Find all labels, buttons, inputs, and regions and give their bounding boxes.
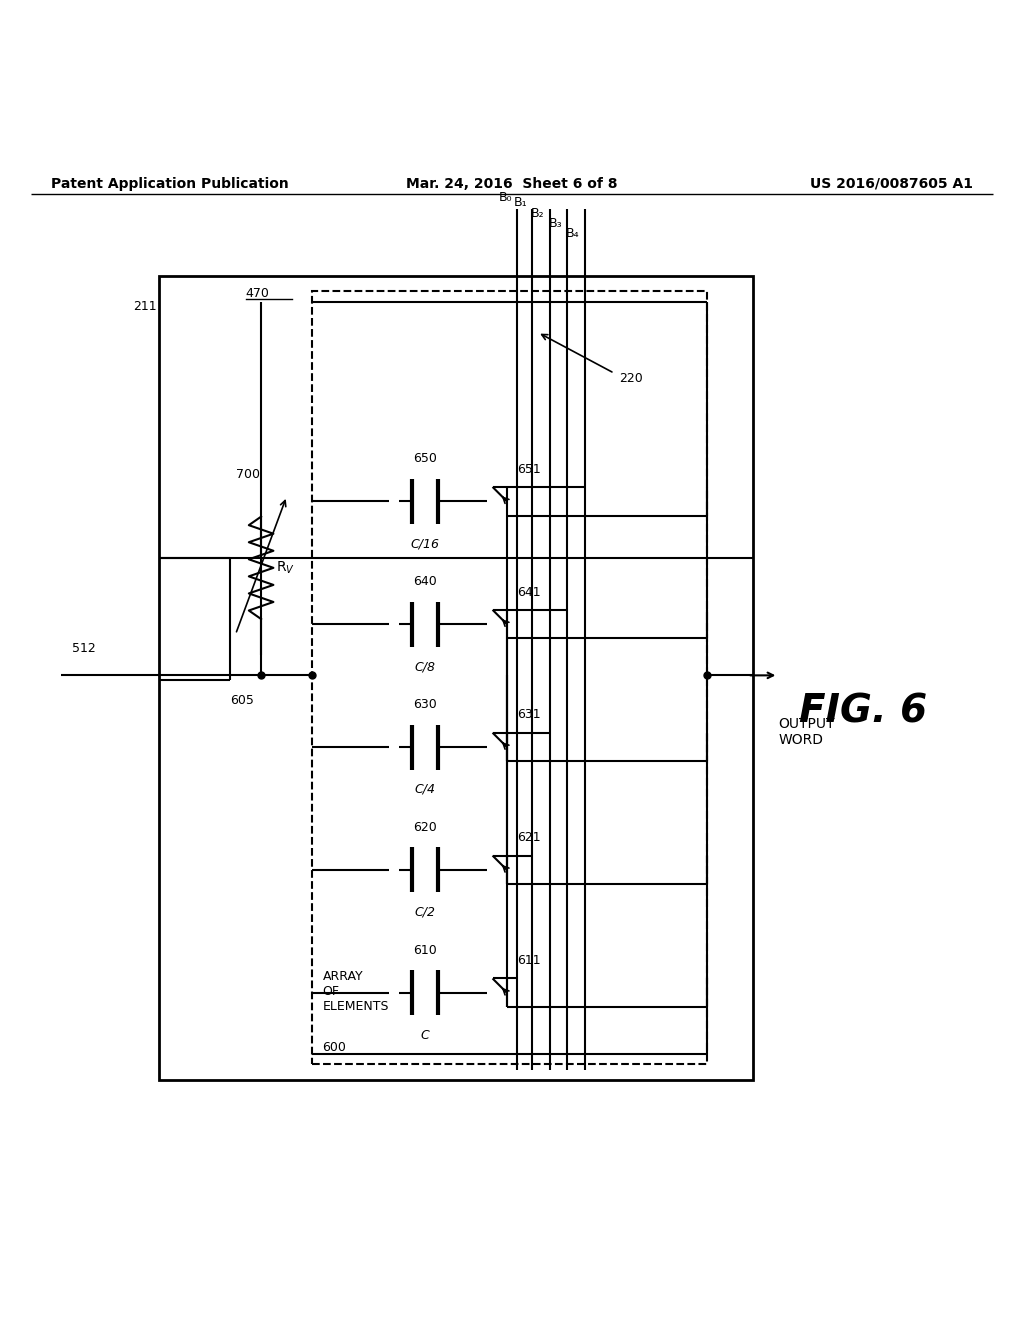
Text: 620: 620	[413, 821, 437, 834]
Text: C: C	[421, 1028, 429, 1041]
Text: C/4: C/4	[415, 783, 435, 796]
Text: 470: 470	[246, 286, 269, 300]
Text: Patent Application Publication: Patent Application Publication	[51, 177, 289, 191]
Text: B₃: B₃	[549, 216, 562, 230]
Text: B₁: B₁	[514, 197, 527, 210]
Text: 605: 605	[230, 694, 254, 708]
Text: B₀: B₀	[499, 191, 512, 205]
Text: 512: 512	[72, 642, 95, 655]
Text: 631: 631	[517, 709, 541, 722]
Text: 621: 621	[517, 832, 541, 845]
Text: 640: 640	[413, 576, 437, 589]
Text: ARRAY
OF
ELEMENTS: ARRAY OF ELEMENTS	[323, 970, 389, 1014]
Text: 700: 700	[236, 467, 259, 480]
Text: 600: 600	[323, 1041, 346, 1055]
Text: 611: 611	[517, 954, 541, 968]
Text: US 2016/0087605 A1: US 2016/0087605 A1	[810, 177, 973, 191]
Text: 630: 630	[413, 698, 437, 711]
Text: 610: 610	[413, 944, 437, 957]
Text: 211: 211	[133, 300, 157, 313]
Text: C/16: C/16	[411, 537, 439, 550]
Text: 651: 651	[517, 463, 541, 475]
Text: C/8: C/8	[415, 660, 435, 673]
Text: 650: 650	[413, 453, 437, 466]
Text: OUTPUT
WORD: OUTPUT WORD	[778, 717, 835, 747]
Text: B₂: B₂	[531, 207, 545, 219]
Text: 641: 641	[517, 586, 541, 598]
Text: B₄: B₄	[566, 227, 580, 240]
Text: R$_V$: R$_V$	[276, 560, 296, 576]
Text: C/2: C/2	[415, 906, 435, 919]
Text: FIG. 6: FIG. 6	[799, 692, 927, 730]
Text: 220: 220	[620, 372, 643, 385]
Text: Mar. 24, 2016  Sheet 6 of 8: Mar. 24, 2016 Sheet 6 of 8	[407, 177, 617, 191]
